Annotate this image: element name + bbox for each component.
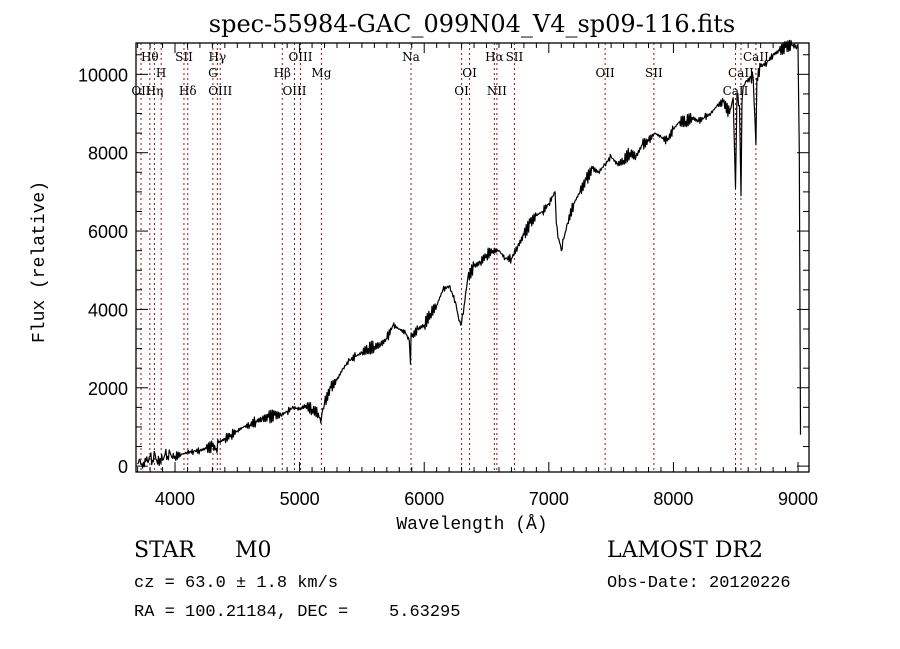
x-tick-label: 5000 [280,489,320,509]
obs-date-text: Obs-Date: 20120226 [607,574,791,593]
marker-label: OII [595,66,615,80]
y-tick-label: 2000 [88,379,128,399]
series-group [137,39,802,469]
marker-label: NII [487,84,507,98]
marker-label: Hβ [274,66,291,80]
plot-frame [135,42,810,473]
marker-label: CaII [743,50,769,64]
x-tick-label: 4000 [155,489,195,509]
x-tick-label: 7000 [529,489,569,509]
marker-label: Hη [146,84,164,98]
y-tick-label: 6000 [88,222,128,242]
marker-label: Hγ [209,50,227,64]
marker-label: OII [131,84,151,98]
marker-label: OIII [288,50,312,64]
object-class: STAR [134,538,195,563]
marker-label: H [156,66,166,80]
redshift-text: cz = 63.0 ± 1.8 km/s [134,574,339,593]
x-tick-label: 8000 [653,489,693,509]
object-class-line: STAR M0 [134,538,272,563]
marker-label: OI [454,84,469,98]
x-tick-label: 6000 [404,489,444,509]
marker-label: Na [402,50,420,64]
series-flux-line [137,39,802,469]
y-tick-label: 0 [118,457,128,477]
marker-label: SII [175,50,193,64]
line-markers: HθHηOIIHSIIHδHγGOIIIHβOIIIOIIIMgNaOIOIHα… [131,43,769,472]
axis-ticks [136,43,809,472]
marker-label: SII [645,66,663,80]
marker-label: Hα [485,50,504,64]
y-tick-label: 4000 [88,300,128,320]
survey-name: LAMOST DR2 [607,538,763,563]
chart-title: spec-55984-GAC_099N04_V4_sp09-116.fits [209,10,735,38]
marker-label: OI [462,66,477,80]
coordinates-text: RA = 100.21184, DEC = 5.63295 [134,603,461,622]
marker-label: G [208,66,218,80]
marker-label: SII [506,50,524,64]
marker-label: OIII [282,84,306,98]
x-tick-label: 9000 [778,489,818,509]
y-tick-label: 8000 [88,144,128,164]
x-axis-label: Wavelength (Å) [396,514,547,535]
marker-label: Hδ [179,84,197,98]
marker-label: Mg [311,66,331,80]
marker-label: Hθ [141,50,159,64]
marker-label: OIII [208,84,232,98]
y-tick-label: 10000 [78,65,128,85]
marker-label: CaII [728,66,754,80]
subclass: M0 [235,538,272,563]
marker-label: CaII [723,84,749,98]
tick-labels: 4000 5000 6000 7000 8000 9000 0 2000 4000 6000 800… [78,65,818,509]
y-axis-label: Flux (relative) [30,181,50,343]
